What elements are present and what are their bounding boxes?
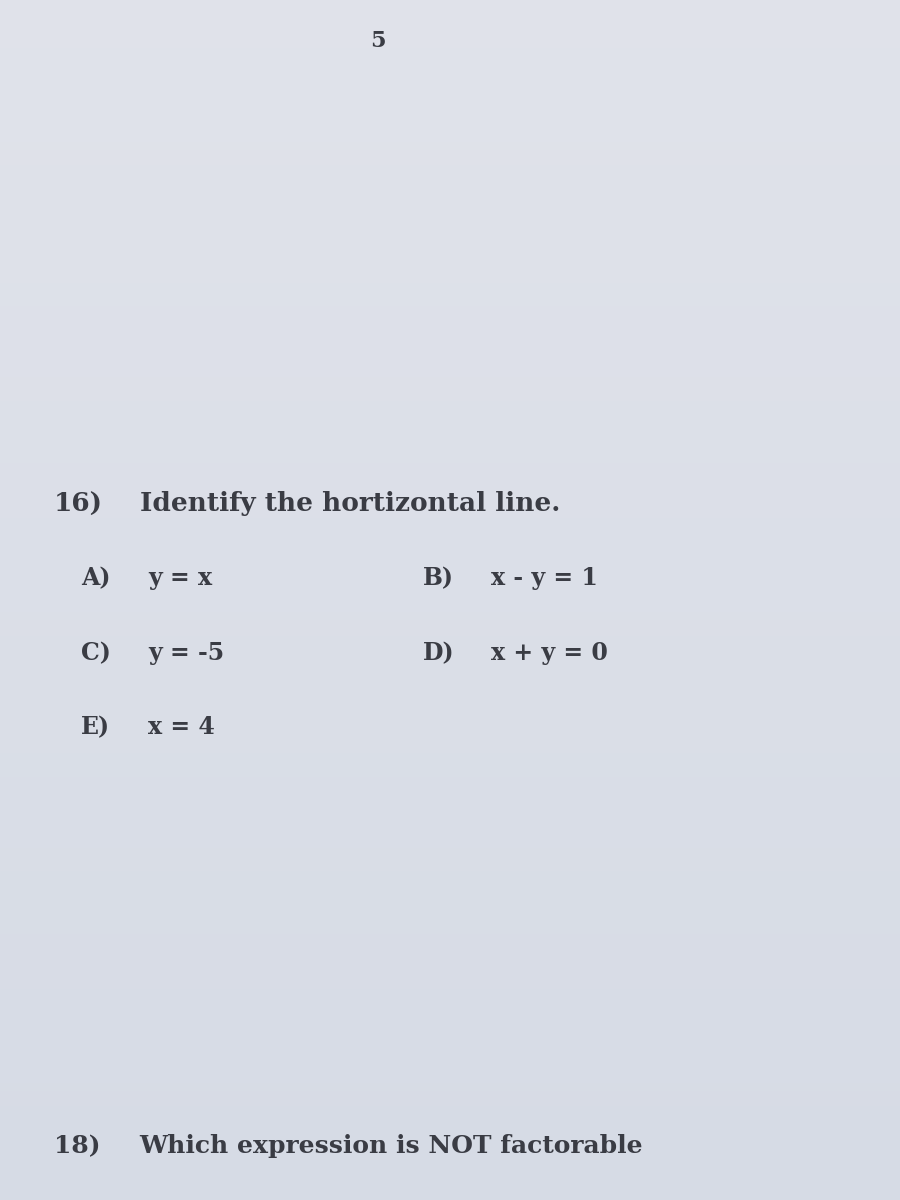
Text: 5: 5	[370, 30, 386, 52]
Text: Which expression is NOT factorable: Which expression is NOT factorable	[140, 1134, 644, 1158]
Text: y = -5: y = -5	[148, 641, 225, 665]
Text: 18): 18)	[54, 1134, 101, 1158]
Text: E): E)	[81, 715, 110, 739]
Text: x + y = 0: x + y = 0	[491, 641, 608, 665]
Text: 16): 16)	[54, 492, 103, 516]
Text: y = x: y = x	[148, 566, 212, 590]
Text: Identify the hortizontal line.: Identify the hortizontal line.	[140, 492, 560, 516]
Text: x = 4: x = 4	[148, 715, 215, 739]
Text: x - y = 1: x - y = 1	[491, 566, 598, 590]
Text: B): B)	[423, 566, 454, 590]
Text: D): D)	[423, 641, 454, 665]
Text: A): A)	[81, 566, 111, 590]
Text: C): C)	[81, 641, 111, 665]
